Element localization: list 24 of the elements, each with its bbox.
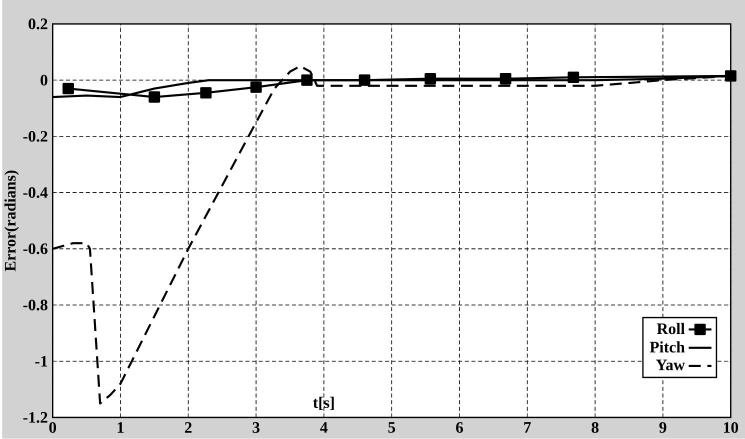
x-tick-label: 7 xyxy=(524,422,531,433)
y-tick-label: -0.8 xyxy=(23,300,48,311)
y-tick-label: 0.2 xyxy=(28,18,48,30)
x-tick-label: 9 xyxy=(659,422,666,433)
legend-label: Pitch xyxy=(650,341,685,353)
y-tick-label: -0.6 xyxy=(23,244,48,254)
y-tick-label: -1 xyxy=(35,356,48,367)
y-tick-label: -0.4 xyxy=(23,187,48,198)
x-tick-label: 2 xyxy=(184,422,192,433)
x-tick-label: 4 xyxy=(320,422,328,433)
x-tick-label: 8 xyxy=(592,422,599,434)
y-axis-title: Error(radians) xyxy=(4,170,19,272)
x-axis-title: t[s] xyxy=(313,396,334,410)
x-tick-label: 3 xyxy=(252,422,260,433)
x-tick-label: 5 xyxy=(388,422,396,433)
x-tick-label: 1 xyxy=(118,422,124,433)
y-tick-label: -0.2 xyxy=(23,131,48,142)
y-tick-label: -1.2 xyxy=(23,412,48,423)
x-tick-label: 10 xyxy=(724,422,738,434)
y-tick-label: 0 xyxy=(40,74,48,86)
x-tick-label: 0 xyxy=(49,422,56,434)
legend-label: Yaw xyxy=(656,360,685,370)
x-tick-label: 6 xyxy=(456,422,464,433)
legend-label: Roll xyxy=(656,323,685,334)
